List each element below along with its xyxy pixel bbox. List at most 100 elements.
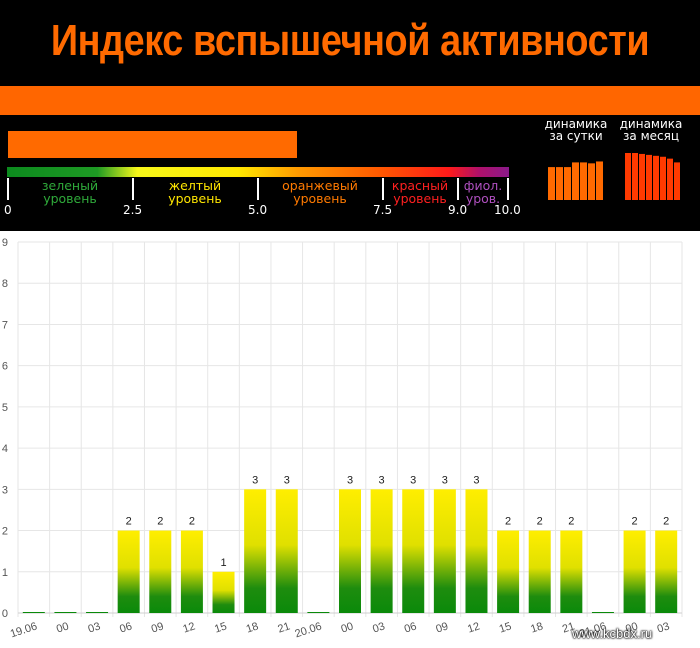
bar xyxy=(307,612,330,613)
bar xyxy=(212,571,235,613)
data-label: 2 xyxy=(568,516,574,528)
x-tick-label: 00 xyxy=(624,620,639,635)
x-tick-label: 12 xyxy=(181,620,196,635)
scale-tick xyxy=(132,178,134,200)
bar xyxy=(54,612,77,613)
data-label: 3 xyxy=(473,474,479,486)
x-tick-label: 18 xyxy=(529,620,544,635)
x-tick-label: 12 xyxy=(466,620,481,635)
data-label: 2 xyxy=(157,516,163,528)
y-tick-label: 7 xyxy=(2,319,8,331)
orange-band xyxy=(0,86,700,115)
day-dynamics-bar xyxy=(572,162,579,200)
x-tick-label: 06 xyxy=(403,620,418,635)
level-purple-line1: фиол. xyxy=(463,178,503,193)
page-title: Индекс вспышечной активности xyxy=(50,16,650,65)
scale-tick xyxy=(507,178,509,200)
y-tick-label: 6 xyxy=(2,361,8,373)
bar xyxy=(560,530,583,613)
dynamics-day-line2: за сутки xyxy=(549,129,603,143)
bar xyxy=(244,489,267,613)
level-orange-line2: уровень xyxy=(293,191,347,206)
y-tick-label: 8 xyxy=(2,278,8,290)
bar xyxy=(117,530,140,613)
x-tick-label: 15 xyxy=(498,620,513,635)
month-dynamics-bar xyxy=(660,156,666,200)
x-tick-label: 00 xyxy=(55,620,70,635)
x-tick-label: 09 xyxy=(150,620,165,635)
month-dynamics-bar xyxy=(625,153,631,200)
bar xyxy=(465,489,488,613)
scale-tick xyxy=(457,178,459,200)
bar xyxy=(339,489,361,613)
level-green-line2: уровень xyxy=(43,191,97,206)
bar xyxy=(655,530,678,613)
level-orange-line1: оранжевый xyxy=(282,178,358,193)
data-label: 1 xyxy=(220,557,226,569)
data-label: 3 xyxy=(252,474,258,486)
level-orange-label: оранжевый уровень xyxy=(260,179,380,205)
current-level-bar xyxy=(8,131,297,158)
x-tick-label: 20.06 xyxy=(293,620,323,640)
data-label: 2 xyxy=(632,516,638,528)
dynamics-month-label: динамика за месяц xyxy=(616,118,686,142)
scale-number: 2.5 xyxy=(123,203,143,217)
month-dynamics-bar xyxy=(667,158,673,200)
bar xyxy=(22,612,45,613)
month-dynamics-bar xyxy=(639,153,645,200)
level-red-label: красный уровень xyxy=(384,179,456,205)
y-tick-label: 4 xyxy=(2,443,8,455)
bar xyxy=(275,489,298,613)
data-label: 3 xyxy=(442,474,448,486)
bar xyxy=(86,612,109,613)
watermark: www.kcbdx.ru xyxy=(572,626,653,641)
x-tick-label: 15 xyxy=(213,620,228,635)
bar xyxy=(180,530,203,613)
scale-number: 10.0 xyxy=(494,203,521,217)
x-tick-label: 19.06 xyxy=(9,620,39,640)
data-label: 2 xyxy=(505,516,511,528)
data-label: 3 xyxy=(284,474,290,486)
level-green-label: зеленый уровень xyxy=(10,179,130,205)
data-label: 3 xyxy=(410,474,416,486)
x-tick-label: 00 xyxy=(340,620,355,635)
dynamics-day-line1: динамика xyxy=(544,117,608,131)
level-purple-label: фиол. уров. xyxy=(459,179,507,205)
bar xyxy=(149,530,172,613)
level-yellow-line2: уровень xyxy=(168,191,222,206)
scale-number: 9.0 xyxy=(448,203,468,217)
scale-number: 5.0 xyxy=(248,203,268,217)
day-dynamics-bar xyxy=(580,162,587,200)
bar xyxy=(402,489,425,613)
dynamics-day-label: динамика за сутки xyxy=(541,118,611,142)
x-tick-label: 03 xyxy=(656,620,671,635)
x-tick-label: 21 xyxy=(561,620,576,635)
header-panel: Индекс вспышечной активности зеленый уро… xyxy=(0,0,700,231)
x-tick-label: 03 xyxy=(87,620,102,635)
day-dynamics-bar xyxy=(564,167,571,200)
scale-gradient xyxy=(7,167,509,177)
data-label: 2 xyxy=(189,516,195,528)
dynamics-minicharts xyxy=(548,153,680,200)
scale-number: 0 xyxy=(4,203,12,217)
x-tick-label: 03 xyxy=(371,620,386,635)
x-tick-label: 21 xyxy=(276,620,291,635)
level-red-line2: уровень xyxy=(393,191,447,206)
level-green-line1: зеленый xyxy=(41,178,99,193)
month-dynamics-bar xyxy=(674,162,680,200)
y-tick-label: 5 xyxy=(2,402,8,414)
y-tick-label: 3 xyxy=(2,484,8,496)
day-dynamics-bar xyxy=(588,163,595,200)
data-label: 2 xyxy=(126,516,132,528)
level-yellow-label: желтый уровень xyxy=(135,179,255,205)
month-dynamics-bar xyxy=(632,153,638,200)
y-tick-label: 2 xyxy=(2,526,8,538)
scale-tick xyxy=(382,178,384,200)
day-dynamics-bar xyxy=(556,167,563,200)
bar xyxy=(591,612,614,613)
month-dynamics-bar xyxy=(653,155,659,200)
scale-tick xyxy=(7,178,9,200)
level-purple-line2: уров. xyxy=(465,191,501,206)
bar xyxy=(623,530,646,613)
